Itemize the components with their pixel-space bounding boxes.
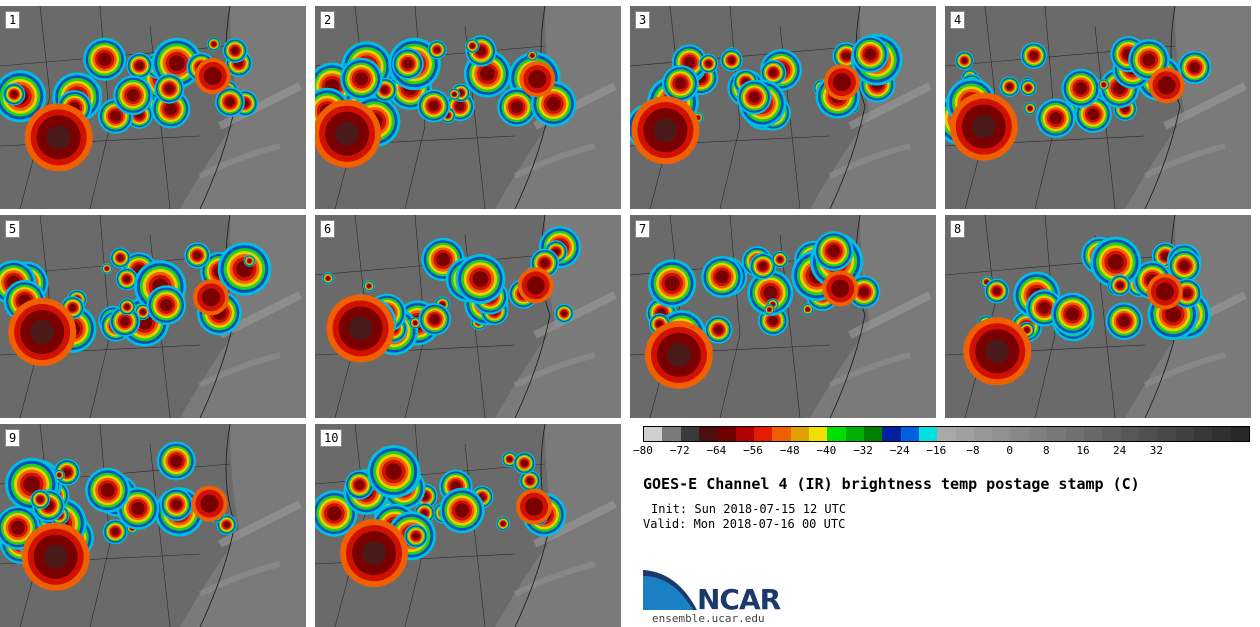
panel-number: 5 [5, 220, 21, 238]
satellite-map-icon [945, 215, 1251, 418]
satellite-map-icon [315, 424, 621, 627]
colorbar-tick-label: −32 [853, 444, 873, 457]
panel-number: 7 [635, 220, 651, 238]
ncar-logo-text: NCAR [697, 583, 781, 616]
colorbar-swatch [717, 427, 736, 441]
colorbar-swatch [1028, 427, 1048, 441]
colorbar-tick-label: 24 [1113, 444, 1127, 457]
init-time: Init: Sun 2018-07-15 12 UTC [651, 502, 847, 516]
postage-stamp-panel: 10 [315, 424, 621, 627]
panel-number: 4 [950, 11, 966, 29]
postage-stamp-panel: 5 [0, 215, 306, 418]
colorbar-swatch [1047, 427, 1066, 441]
postage-stamp-panel: 6 [315, 215, 621, 418]
colorbar-tick-label: 8 [1043, 444, 1050, 457]
panel-number: 2 [320, 11, 336, 29]
site-url: ensemble.ucar.edu [652, 612, 765, 625]
colorbar-swatch [863, 427, 883, 441]
colorbar-swatch [753, 427, 773, 441]
satellite-map-icon [0, 6, 306, 209]
colorbar-swatch [1065, 427, 1084, 441]
postage-stamp-panel: 7 [630, 215, 936, 418]
colorbar-swatch [1120, 427, 1139, 441]
colorbar-swatch [882, 427, 901, 441]
colorbar-swatch [992, 427, 1011, 441]
colorbar-swatch [790, 427, 809, 441]
colorbar-swatch [955, 427, 974, 441]
postage-stamp-panel: 4 [945, 6, 1251, 209]
colorbar-tick-label: −24 [889, 444, 910, 457]
colorbar-swatch [1230, 427, 1249, 441]
satellite-map-icon [0, 215, 306, 418]
panel-number: 9 [5, 429, 21, 447]
colorbar-tick-label: 0 [1006, 444, 1013, 457]
panel-number: 3 [635, 11, 651, 29]
satellite-map-icon [630, 6, 936, 209]
colorbar-swatch [1175, 427, 1194, 441]
colorbar-swatch [1083, 427, 1103, 441]
colorbar-swatch [735, 427, 754, 441]
colorbar-tick-label: −56 [743, 444, 763, 457]
colorbar-tick-label: 16 [1076, 444, 1090, 457]
postage-stamp-panel: 2 [315, 6, 621, 209]
colorbar-swatch [1138, 427, 1158, 441]
colorbar-tick-label: −48 [779, 444, 800, 457]
satellite-map-icon [315, 215, 621, 418]
figure-title: GOES-E Channel 4 (IR) brightness temp po… [643, 475, 1140, 493]
postage-stamp-panel: 9 [0, 424, 306, 627]
satellite-map-icon [0, 424, 306, 627]
colorbar-swatch [1102, 427, 1121, 441]
panel-number: 10 [320, 429, 343, 447]
colorbar-tick-label: −8 [966, 444, 980, 457]
colorbar-swatch [698, 427, 718, 441]
colorbar-swatch [1193, 427, 1213, 441]
colorbar-swatch [680, 427, 699, 441]
colorbar-swatch [644, 427, 663, 441]
postage-stamp-panel: 3 [630, 6, 936, 209]
panel-number: 6 [320, 220, 336, 238]
colorbar-tick-label: 32 [1149, 444, 1163, 457]
postage-stamp-panel: 8 [945, 215, 1251, 418]
colorbar-swatch [1157, 427, 1176, 441]
colorbar-swatch [662, 427, 681, 441]
colorbar-swatch [973, 427, 993, 441]
ncar-logo-icon [643, 570, 697, 610]
colorbar-swatch [808, 427, 828, 441]
colorbar-swatch [918, 427, 938, 441]
colorbar-swatch [845, 427, 864, 441]
postage-stamp-panel: 1 [0, 6, 306, 209]
colorbar-swatch [1212, 427, 1231, 441]
colorbar-swatch [1010, 427, 1029, 441]
panel-number: 8 [950, 220, 966, 238]
colorbar [643, 426, 1250, 442]
satellite-map-icon [315, 6, 621, 209]
colorbar-swatch [937, 427, 956, 441]
satellite-map-icon [630, 215, 936, 418]
valid-time: Valid: Mon 2018-07-16 00 UTC [643, 517, 846, 531]
colorbar-tick-label: −16 [926, 444, 947, 457]
colorbar-tick-label: −64 [706, 444, 727, 457]
colorbar-swatch [772, 427, 791, 441]
panel-number: 1 [5, 11, 21, 29]
colorbar-swatch [827, 427, 846, 441]
satellite-map-icon [945, 6, 1251, 209]
colorbar-ticks: −80 −72 −64 −56 −48 −40 −32 −24 −16 −8 0 8 16 24 32 [633, 444, 1248, 460]
colorbar-tick-label: −40 [816, 444, 837, 457]
colorbar-tick-label: −72 [669, 444, 690, 457]
colorbar-swatch [900, 427, 919, 441]
colorbar-tick-label: −80 [633, 444, 653, 457]
